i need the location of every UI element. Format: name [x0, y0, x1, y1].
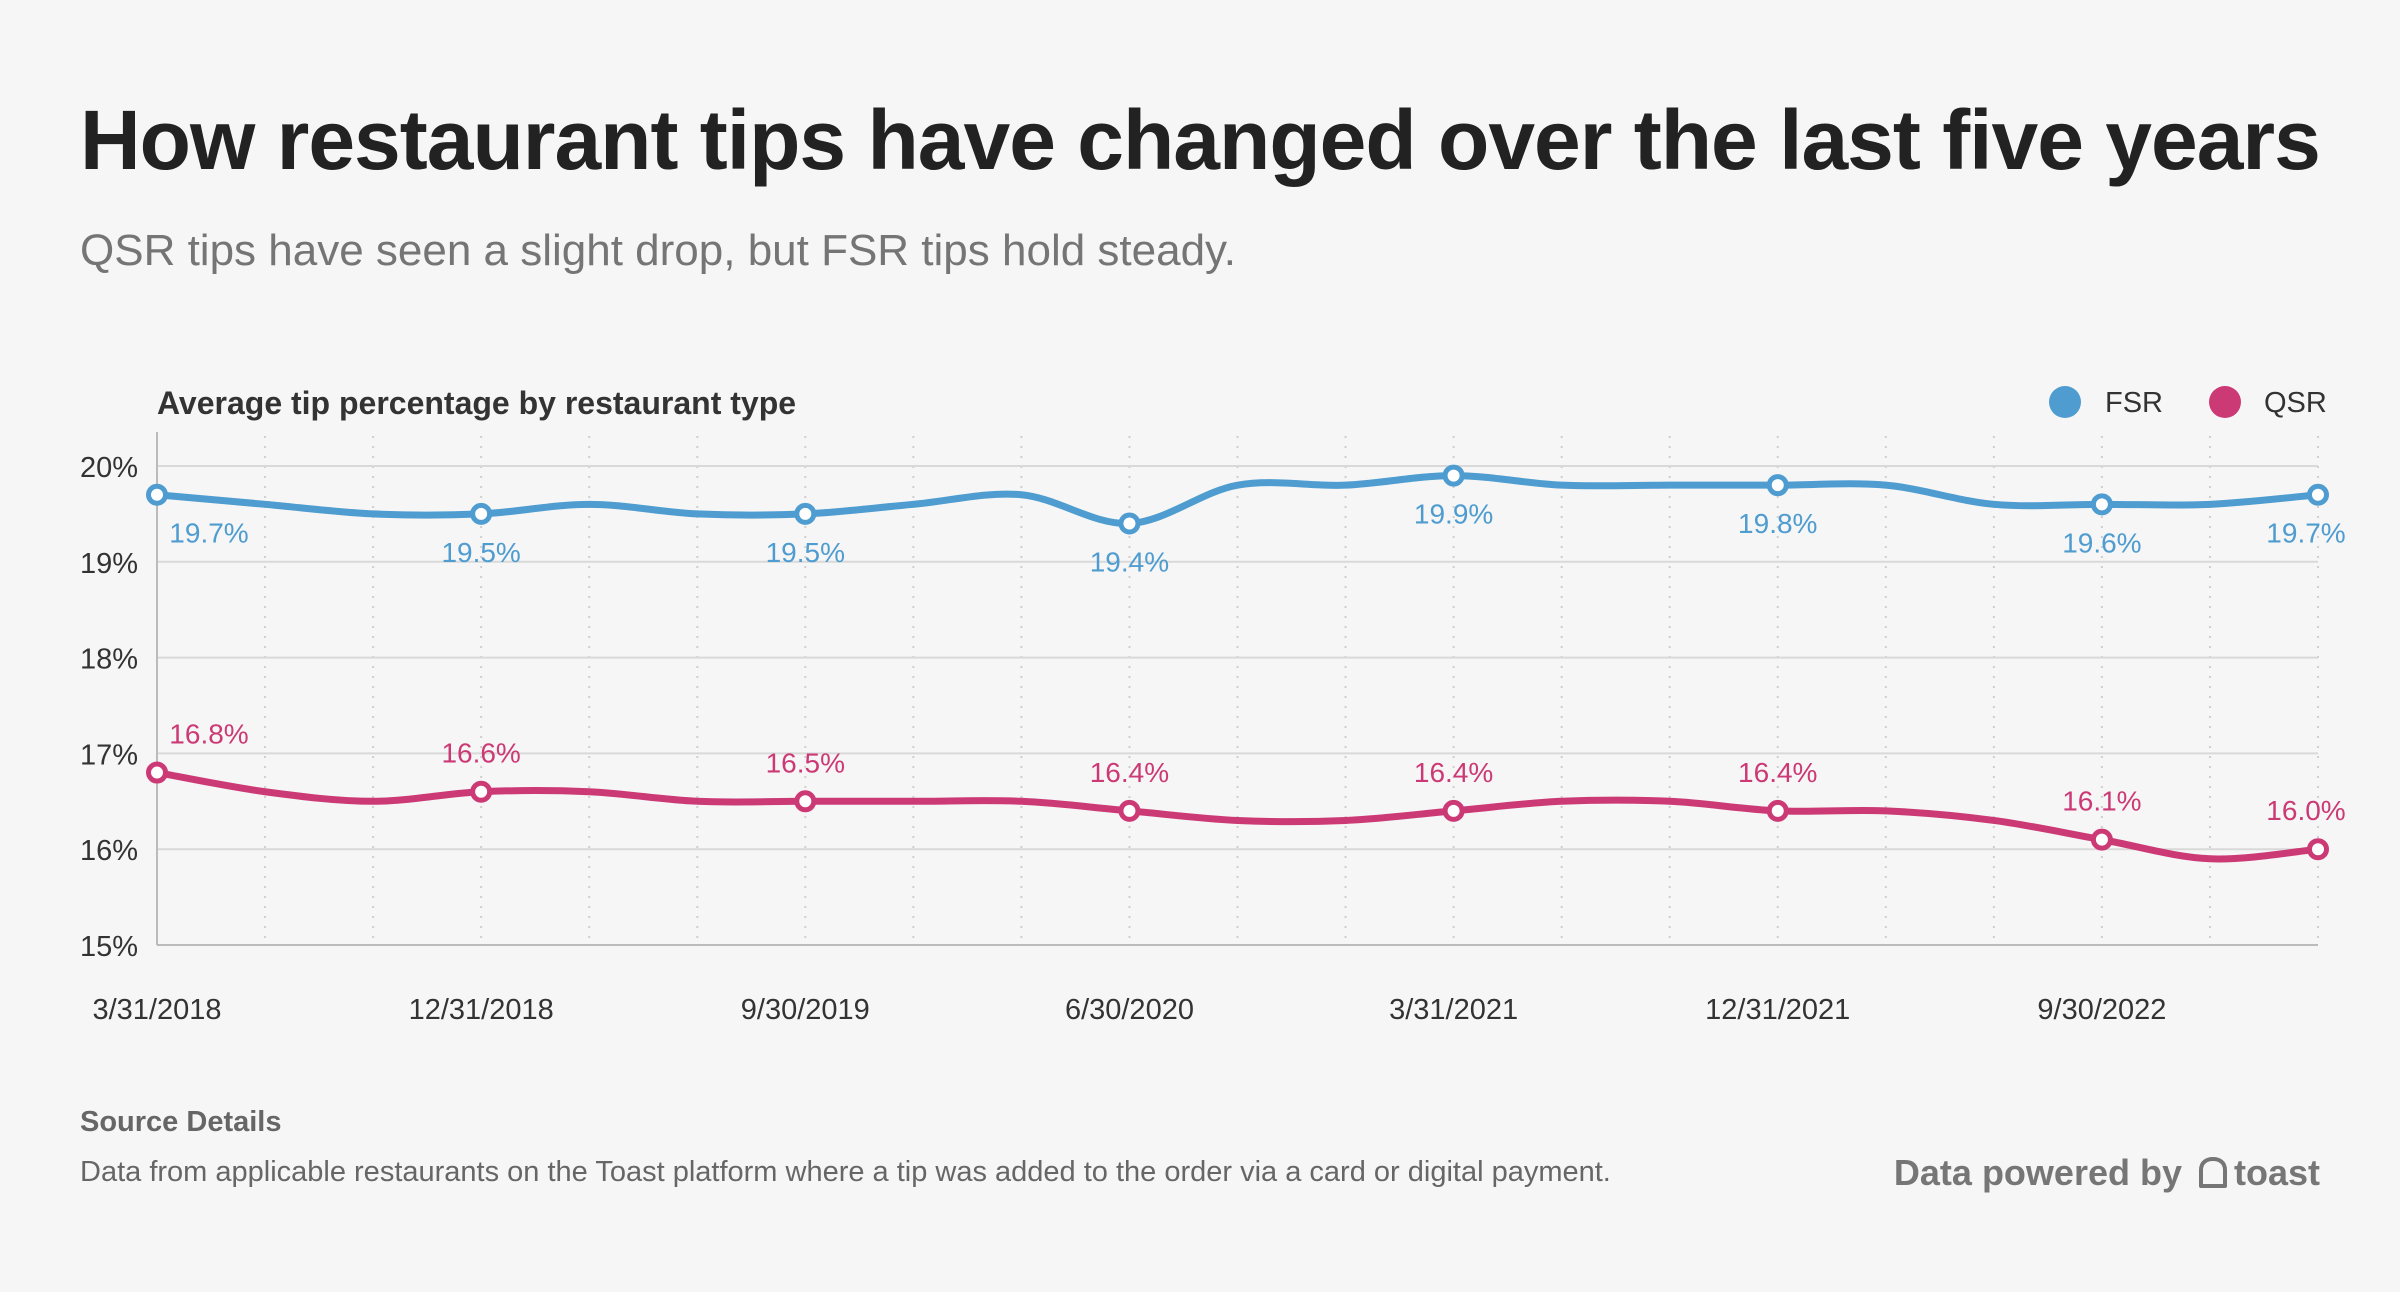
- fsr-data-label: 19.7%: [2266, 518, 2345, 549]
- legend-label-fsr: FSR: [2105, 387, 2163, 419]
- qsr-data-label: 16.4%: [1414, 757, 1493, 788]
- fsr-point: [794, 502, 817, 525]
- qsr-data-label: 16.8%: [169, 719, 248, 750]
- fsr-data-label: 19.5%: [441, 537, 520, 568]
- x-tick-label: 12/31/2021: [1705, 994, 1850, 1026]
- qsr-data-label: 16.0%: [2266, 795, 2345, 826]
- qsr-point: [1766, 799, 1789, 822]
- fsr-data-label: 19.8%: [1738, 508, 1817, 539]
- qsr-line: [153, 769, 2322, 863]
- qsr-data-label: 16.4%: [1090, 757, 1169, 788]
- qsr-point: [1442, 799, 1465, 822]
- source-heading: Source Details: [80, 1106, 282, 1138]
- qsr-point: [2090, 828, 2113, 851]
- series: 19.7% 19.5% 19.5% 19.4% 19.9% 19.8% 19.6% 19.7%…: [146, 464, 2346, 863]
- toast-brand: toast: [2233, 1152, 2320, 1193]
- powered-by-label: Data powered by: [1893, 1152, 2182, 1193]
- fsr-point: [1118, 512, 1141, 535]
- legend-label-qsr: QSR: [2264, 387, 2327, 419]
- x-tick-label: 12/31/2018: [409, 994, 554, 1026]
- toast-logo-icon: [2198, 1157, 2227, 1188]
- source-text: Data from applicable restaurants on the …: [80, 1156, 1611, 1188]
- page-subtitle: QSR tips have seen a slight drop, but FS…: [80, 226, 1237, 275]
- legend: FSR QSR: [2049, 386, 2327, 419]
- fsr-data-label: 19.4%: [1090, 546, 1169, 577]
- chart-title: Average tip percentage by restaurant typ…: [157, 385, 796, 421]
- page-title: How restaurant tips have changed over th…: [80, 93, 2321, 187]
- qsr-data-label: 16.6%: [441, 738, 520, 769]
- qsr-point: [146, 761, 168, 784]
- y-tick-label: 20%: [80, 452, 138, 484]
- x-tick-label: 3/31/2018: [92, 994, 221, 1026]
- fsr-data-label: 19.9%: [1414, 499, 1493, 530]
- y-tick-label: 18%: [80, 644, 138, 676]
- axes: 20% 19% 18% 17% 16% 15% 3/31/2018 12/31/2018 9/3…: [80, 432, 2318, 1026]
- y-tick-label: 15%: [80, 931, 138, 963]
- qsr-data-label: 16.5%: [766, 747, 845, 778]
- y-tick-label: 19%: [80, 548, 138, 580]
- fsr-point: [1442, 464, 1465, 487]
- fsr-point: [1766, 474, 1789, 497]
- y-tick-label: 16%: [80, 835, 138, 867]
- x-tick-label: 9/30/2019: [741, 994, 870, 1026]
- legend-swatch-qsr: [2209, 386, 2241, 418]
- fsr-point: [470, 502, 493, 525]
- fsr-line: [153, 472, 2322, 527]
- qsr-point: [470, 780, 493, 803]
- legend-swatch-fsr: [2049, 386, 2081, 418]
- fsr-point: [2090, 493, 2113, 516]
- fsr-point: [146, 483, 168, 506]
- qsr-data-label: 16.1%: [2062, 786, 2141, 817]
- grid: [157, 436, 2319, 945]
- qsr-data-label: 16.4%: [1738, 757, 1817, 788]
- fsr-data-label: 19.7%: [169, 518, 248, 549]
- qsr-point: [794, 790, 817, 813]
- fsr-data-label: 19.6%: [2062, 527, 2141, 558]
- x-tick-label: 6/30/2020: [1065, 994, 1194, 1026]
- fsr-data-label: 19.5%: [766, 537, 845, 568]
- x-tick-label: 3/31/2021: [1389, 994, 1518, 1026]
- y-tick-label: 17%: [80, 739, 138, 771]
- fsr-point: [2307, 483, 2329, 506]
- qsr-point: [1118, 799, 1141, 822]
- data-powered-by: Data powered by toast: [1894, 1152, 2320, 1194]
- x-tick-label: 9/30/2022: [2037, 994, 2166, 1026]
- qsr-point: [2307, 838, 2329, 861]
